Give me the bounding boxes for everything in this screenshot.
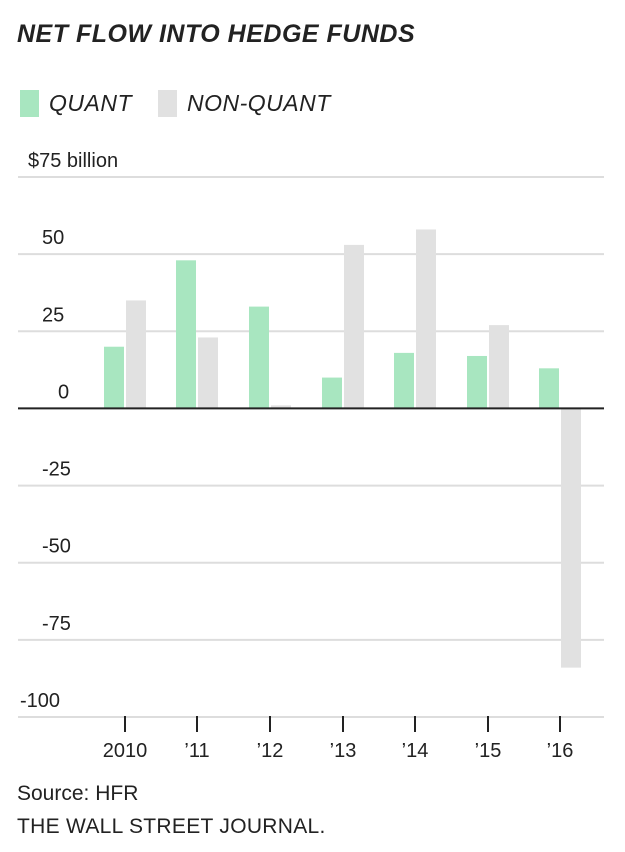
nonquant-bar — [198, 337, 218, 409]
x-tick-label: ’11 — [184, 740, 209, 762]
x-tick-label: ’16 — [547, 740, 574, 762]
nonquant-bar — [126, 300, 146, 409]
x-tick-label: ’12 — [257, 740, 284, 762]
x-tick-label: ’14 — [402, 740, 429, 762]
legend-item-nonquant: NON-QUANT — [158, 90, 331, 117]
quant-bar — [249, 306, 269, 409]
y-tick-label: -100 — [20, 690, 60, 712]
x-tick-label: ’13 — [330, 740, 357, 762]
quant-bar — [322, 377, 342, 409]
x-tick-label: 2010 — [103, 740, 148, 762]
y-tick-label: -25 — [42, 459, 71, 481]
nonquant-bar — [561, 408, 581, 668]
chart-title: NET FLOW INTO HEDGE FUNDS — [17, 20, 416, 48]
quant-bar — [394, 352, 414, 409]
legend-swatch-quant — [20, 90, 39, 117]
y-tick-label: 0 — [58, 381, 69, 403]
quant-bar — [467, 355, 487, 409]
nonquant-bar — [271, 405, 291, 409]
nonquant-bar — [344, 244, 364, 409]
quant-bar — [539, 368, 559, 409]
legend-swatch-nonquant — [158, 90, 177, 117]
quant-bar — [176, 260, 196, 409]
y-tick-label: -50 — [42, 536, 71, 558]
y-tick-label: $75 billion — [28, 150, 118, 172]
legend-label-quant: QUANT — [49, 90, 132, 116]
y-tick-label: 50 — [42, 227, 64, 249]
y-tick-label: -75 — [42, 613, 71, 635]
source-note: Source: HFR — [17, 782, 139, 805]
bar-chart: $75 billion 50 25 0 -25 -50 -75 -100 2010 ’11 ’12 ’… — [18, 150, 604, 762]
nonquant-bar — [416, 229, 436, 409]
x-tick-label: ’15 — [475, 740, 502, 762]
nonquant-bar — [489, 325, 509, 409]
quant-bar — [104, 346, 124, 409]
y-tick-label: 25 — [42, 304, 64, 326]
publisher-credit: THE WALL STREET JOURNAL. — [17, 815, 326, 838]
legend-item-quant: QUANT — [20, 90, 132, 117]
legend-label-nonquant: NON-QUANT — [187, 90, 331, 116]
